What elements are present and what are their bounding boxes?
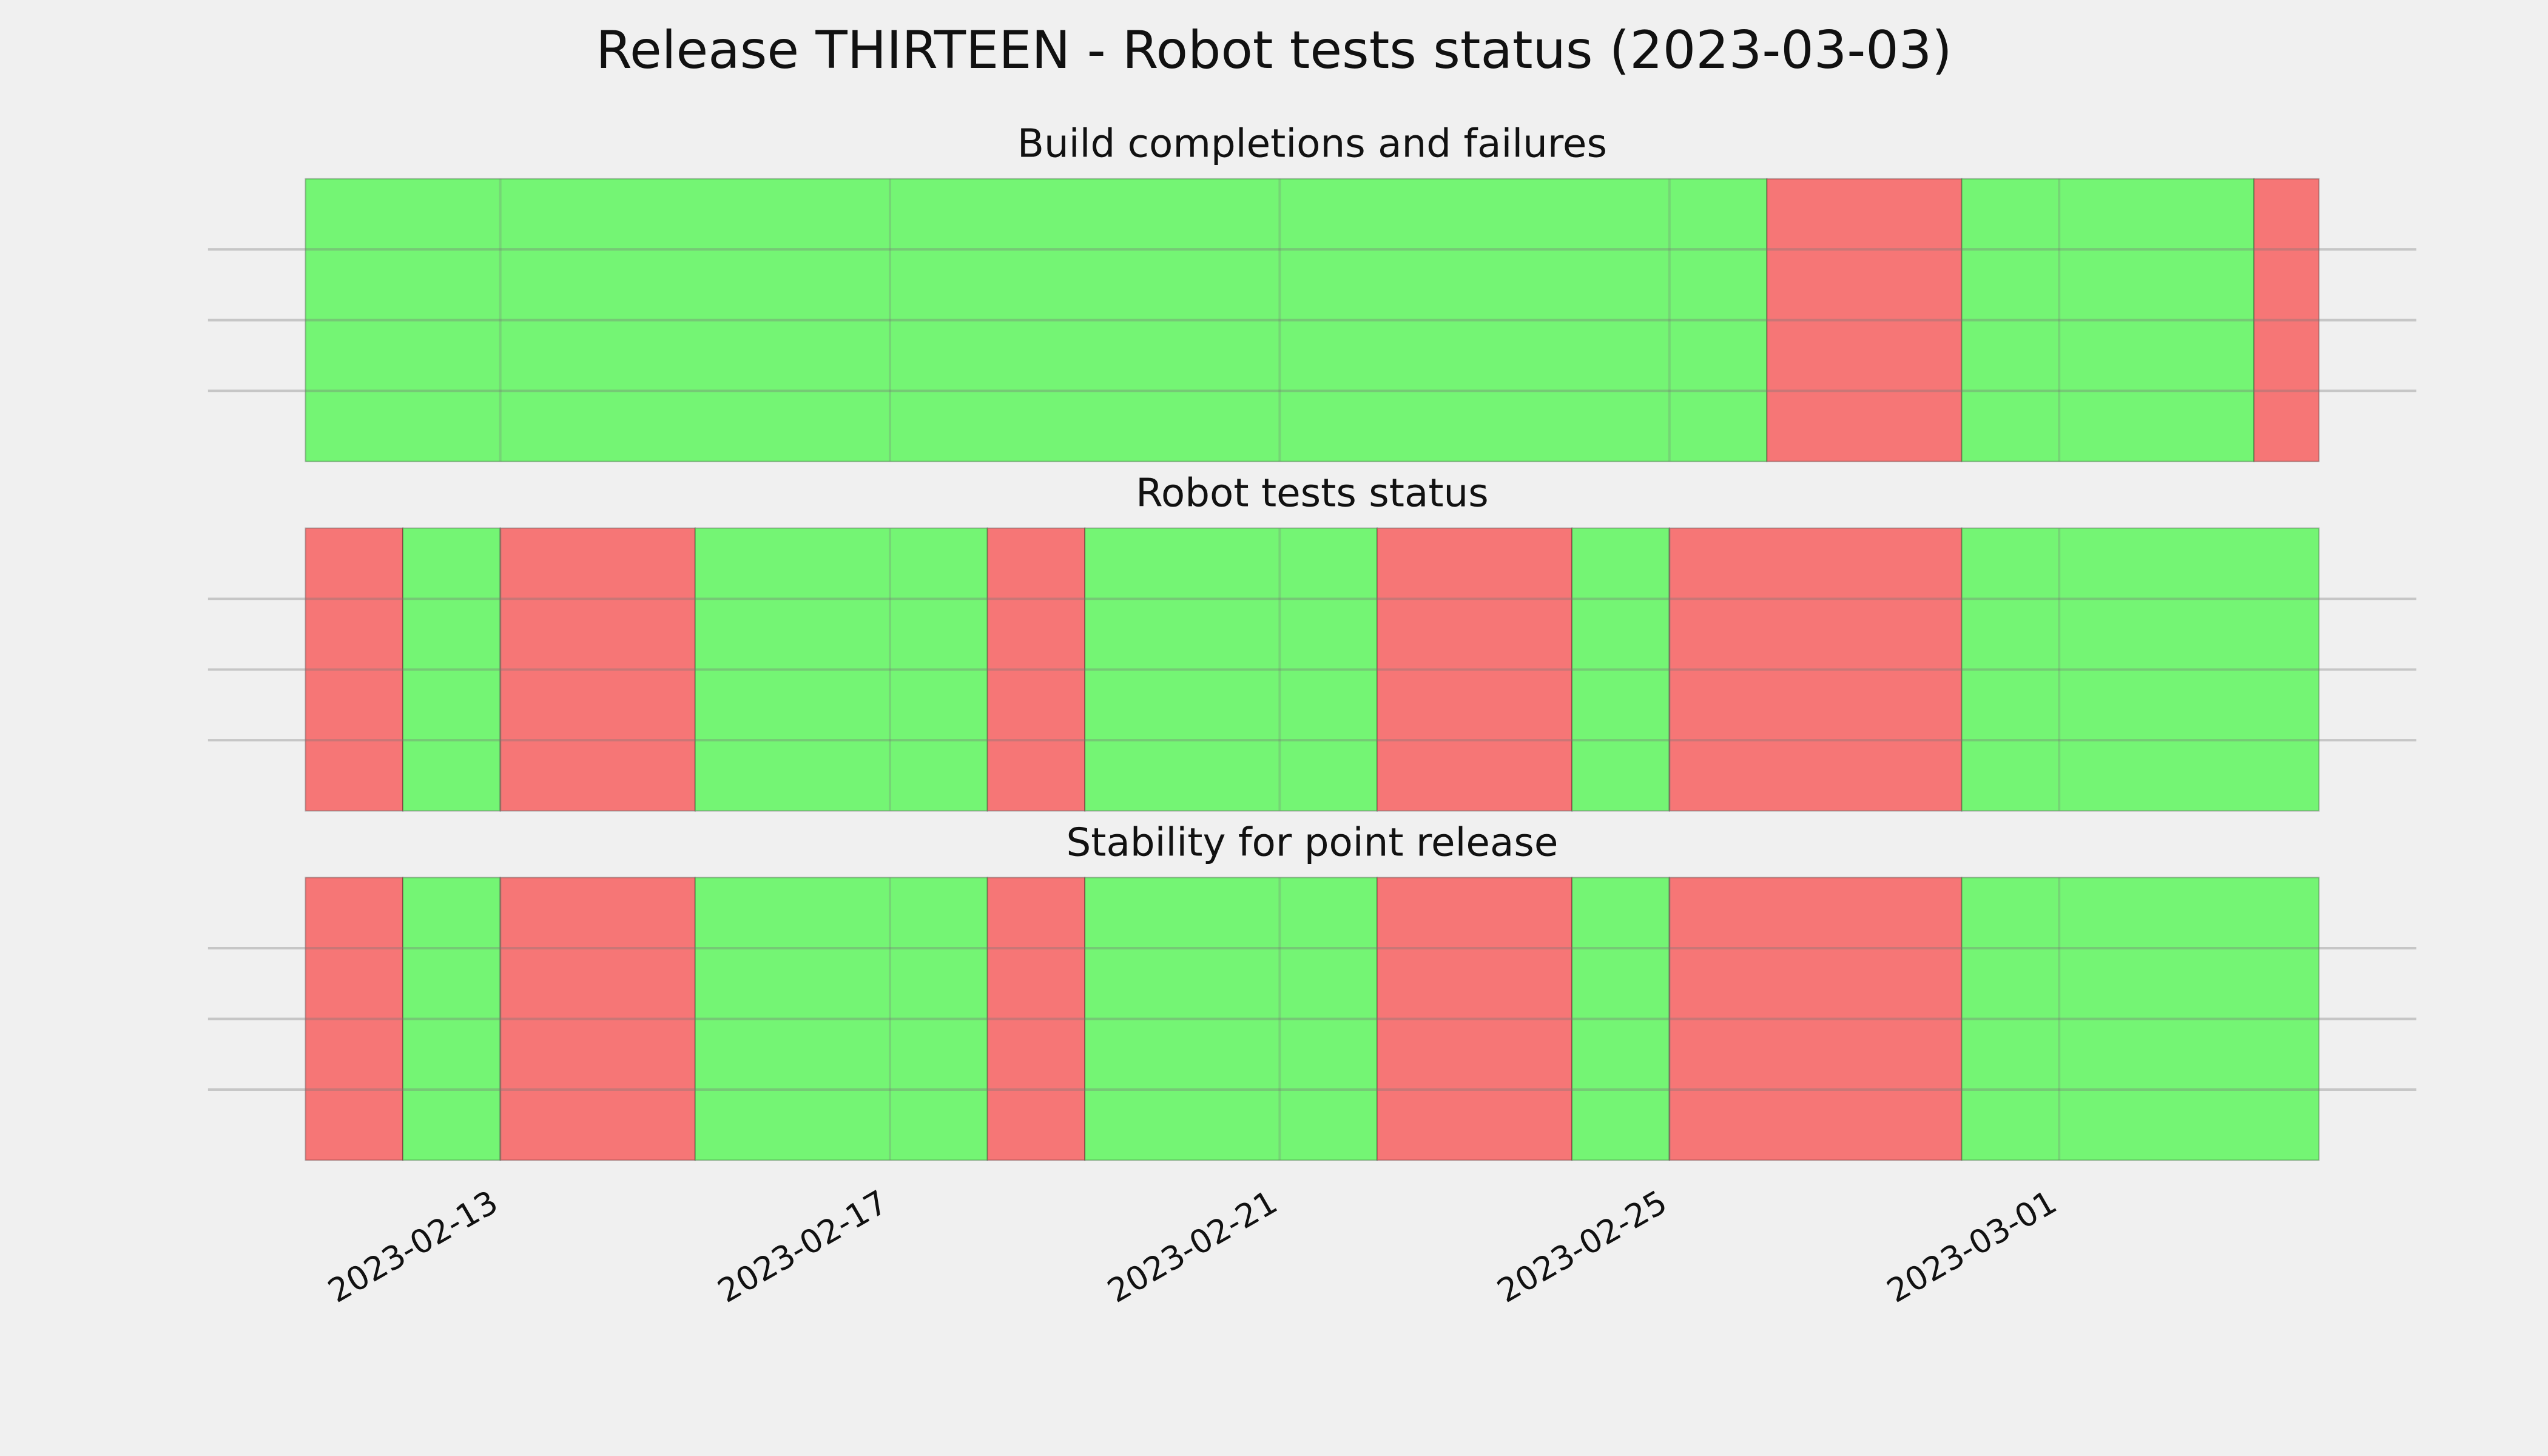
status-segment xyxy=(1084,877,1378,1161)
status-segment xyxy=(1571,527,1670,812)
status-segment xyxy=(694,877,988,1161)
status-segment xyxy=(305,877,404,1161)
panel-title: Robot tests status xyxy=(1136,471,1489,516)
status-segment xyxy=(1766,178,1963,462)
status-segment xyxy=(1668,877,1963,1161)
status-segment xyxy=(305,178,1768,462)
panel-title: Build completions and failures xyxy=(1017,121,1607,167)
status-segment xyxy=(1376,877,1573,1161)
status-segment xyxy=(2253,178,2320,462)
status-segment xyxy=(1668,527,1963,812)
status-segment xyxy=(402,527,501,812)
status-segment xyxy=(499,527,696,812)
status-segment xyxy=(986,527,1086,812)
status-segment xyxy=(1961,877,2320,1161)
status-segment xyxy=(1571,877,1670,1161)
status-segment xyxy=(305,527,404,812)
status-segment xyxy=(1961,178,2255,462)
status-segment xyxy=(1084,527,1378,812)
status-segment xyxy=(1961,527,2320,812)
status-segment xyxy=(1376,527,1573,812)
panel-title: Stability for point release xyxy=(1067,820,1559,865)
status-segment xyxy=(986,877,1086,1161)
chart-title: Release THIRTEEN - Robot tests status (2… xyxy=(596,20,1952,81)
status-segment xyxy=(499,877,696,1161)
